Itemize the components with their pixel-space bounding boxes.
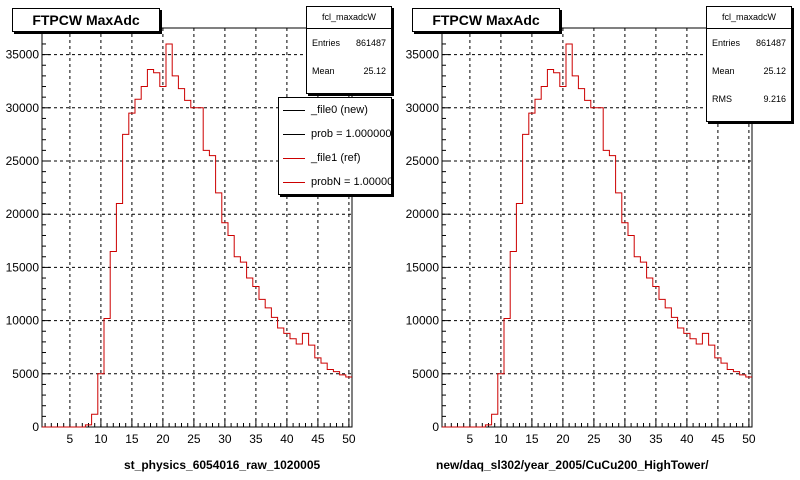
right-x-tick-label: 25 <box>587 432 601 446</box>
left-y-tick-label: 10000 <box>6 314 40 328</box>
right-stats-mean-row: Mean 25.12 <box>707 57 791 85</box>
right-stats-mean-value: 25.12 <box>763 66 786 76</box>
legend-swatch-black <box>283 109 305 111</box>
right-stats-mean-label: Mean <box>712 66 735 76</box>
right-histogram-series-0 <box>442 43 752 428</box>
left-chart-title-text: FTPCW MaxAdc <box>32 12 140 28</box>
legend-label: probN = 1.000000 <box>311 176 392 188</box>
left-x-tick-label: 10 <box>94 432 108 446</box>
right-x-axis-label: new/daq_sl302/year_2005/CuCu200_HighTowe… <box>436 458 709 472</box>
left-y-tick-label: 25000 <box>6 154 40 168</box>
left-x-axis-label: st_physics_6054016_raw_1020005 <box>124 458 321 472</box>
right-y-tick-label: 20000 <box>406 207 440 221</box>
legend-swatch-black <box>283 133 305 135</box>
right-x-tick-label: 15 <box>525 432 539 446</box>
left-y-tick-label: 15000 <box>6 260 40 274</box>
left-y-tick-label: 20000 <box>6 207 40 221</box>
legend-entry-file1: _file1 (ref) <box>279 146 391 170</box>
left-stats-name: fcl_maxadcW <box>307 7 391 29</box>
left-legend: _file0 (new) prob = 1.000000 _file1 (ref… <box>278 97 392 195</box>
right-y-tick-label: 35000 <box>406 48 440 62</box>
right-stats-rms-label: RMS <box>712 94 732 104</box>
left-x-tick-label: 30 <box>218 432 232 446</box>
right-y-tick-label: 25000 <box>406 154 440 168</box>
right-stats-box: fcl_maxadcW Entries 861487 Mean 25.12 RM… <box>706 6 792 122</box>
right-chart-title: FTPCW MaxAdc <box>412 8 560 32</box>
right-y-tick-label: 10000 <box>406 314 440 328</box>
left-y-tick-label: 30000 <box>6 101 40 115</box>
left-chart-title: FTPCW MaxAdc <box>12 8 160 32</box>
right-x-tick-label: 50 <box>742 432 756 446</box>
left-stats-mean-row: Mean 25.12 <box>307 57 391 85</box>
left-x-tick-label: 45 <box>311 432 325 446</box>
left-x-tick-label: 25 <box>187 432 201 446</box>
legend-swatch-red <box>283 181 305 183</box>
left-histogram-series-0 <box>42 43 352 428</box>
right-stats-entries-row: Entries 861487 <box>707 29 791 57</box>
right-x-tick-label: 20 <box>556 432 570 446</box>
right-x-tick-label: 10 <box>494 432 508 446</box>
right-stats-rms-row: RMS 9.216 <box>707 85 791 113</box>
right-y-tick-label: 30000 <box>406 101 440 115</box>
left-stats-mean-value: 25.12 <box>363 66 386 76</box>
right-x-tick-label: 30 <box>618 432 632 446</box>
left-x-tick-label: 20 <box>156 432 170 446</box>
right-stats-name: fcl_maxadcW <box>707 7 791 29</box>
right-stats-entries-label: Entries <box>712 38 741 48</box>
left-y-tick-label: 5000 <box>12 367 39 381</box>
right-y-tick-label: 15000 <box>406 260 440 274</box>
right-stats-rms-value: 9.216 <box>763 94 786 104</box>
right-x-tick-label: 5 <box>467 432 474 446</box>
left-stats-entries-value: 861487 <box>355 38 386 48</box>
legend-swatch-red <box>283 157 305 159</box>
left-x-tick-label: 15 <box>125 432 139 446</box>
left-x-tick-label: 5 <box>67 432 74 446</box>
right-x-tick-label: 40 <box>680 432 694 446</box>
right-stats-entries-value: 861487 <box>755 38 786 48</box>
left-y-tick-label: 0 <box>32 420 39 434</box>
right-chart-title-text: FTPCW MaxAdc <box>432 12 540 28</box>
left-x-tick-label: 40 <box>280 432 294 446</box>
legend-label: prob = 1.000000 <box>311 128 392 140</box>
right-x-tick-label: 45 <box>711 432 725 446</box>
legend-label: _file1 (ref) <box>311 152 361 164</box>
right-x-tick-label: 35 <box>649 432 663 446</box>
left-stats-entries-row: Entries 861487 <box>307 29 391 57</box>
left-y-tick-label: 35000 <box>6 48 40 62</box>
left-stats-mean-label: Mean <box>312 66 335 76</box>
right-plot-frame <box>441 27 753 428</box>
legend-label: _file0 (new) <box>311 104 368 116</box>
left-x-tick-label: 35 <box>249 432 263 446</box>
left-x-tick-label: 50 <box>342 432 356 446</box>
legend-entry-file0: _file0 (new) <box>279 98 391 122</box>
right-y-tick-label: 0 <box>432 420 439 434</box>
left-stats-box: fcl_maxadcW Entries 861487 Mean 25.12 <box>306 6 392 94</box>
left-plot-frame <box>41 27 353 428</box>
left-stats-entries-label: Entries <box>312 38 341 48</box>
legend-entry-probn: probN = 1.000000 <box>279 170 391 194</box>
right-y-tick-label: 5000 <box>412 367 439 381</box>
legend-entry-prob: prob = 1.000000 <box>279 122 391 146</box>
